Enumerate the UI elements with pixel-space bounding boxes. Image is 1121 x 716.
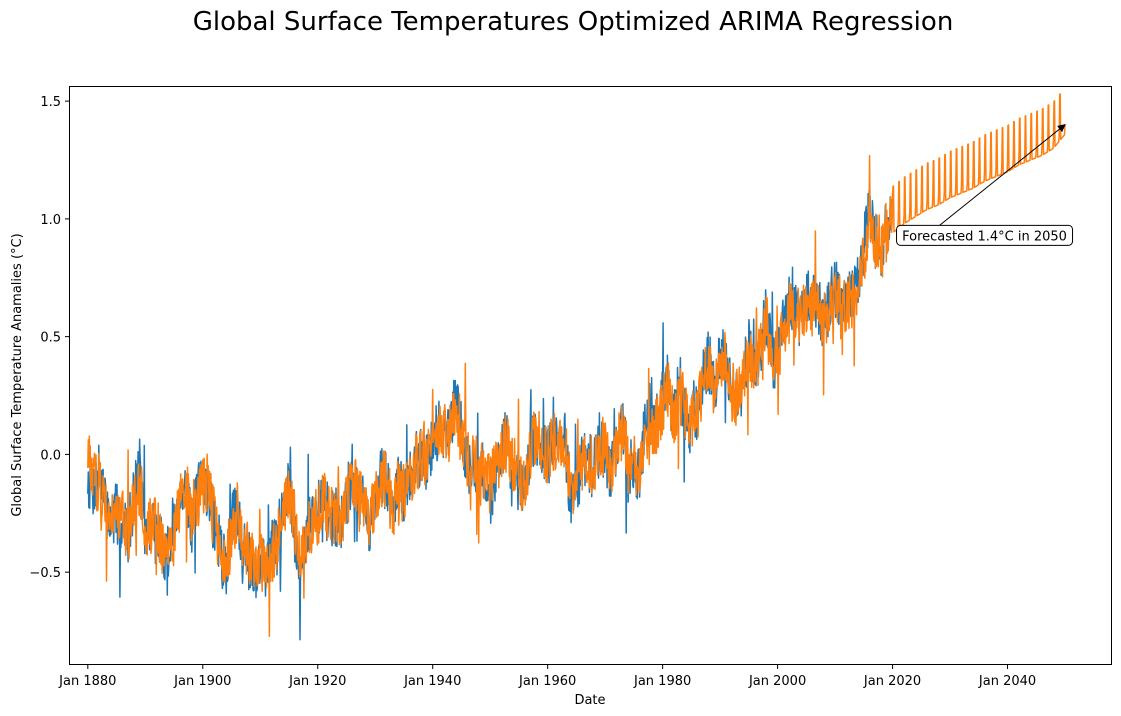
x-tick-label: Jan 2000: [748, 674, 806, 689]
x-axis-label: Date: [574, 693, 605, 708]
y-tick-label: 0.0: [40, 448, 61, 463]
series-layer: [87, 93, 1066, 641]
series-line-2: [87, 93, 1066, 638]
y-tick-label: −0.5: [29, 566, 61, 581]
x-tick-label: Jan 1880: [58, 674, 116, 689]
series-line-1: [87, 189, 894, 641]
x-tick-label: Jan 2040: [978, 674, 1036, 689]
y-tick-label: 0.5: [40, 331, 61, 346]
annotation-box: [896, 224, 1074, 246]
x-tick-label: Jan 1980: [633, 674, 691, 689]
x-tick-label: Jan 1900: [173, 674, 231, 689]
chart-title: Global Surface Temperatures Optimized AR…: [192, 7, 954, 37]
x-axis-ticks: Jan 1880 Jan 1900 Jan 1920 Jan 1940 Jan 1960…: [58, 664, 1036, 689]
x-tick-label: Jan 2020: [863, 674, 921, 689]
y-axis-ticks: −0.5 0.0 0.5 1.0 1.5: [29, 95, 70, 581]
forecast-annotation: Forecasted 1.4°C in 2050: [896, 124, 1074, 246]
y-tick-label: 1.5: [40, 95, 61, 110]
plot-frame: [69, 86, 1112, 665]
annotation-arrow: [939, 124, 1066, 226]
x-tick-label: Jan 1920: [288, 674, 346, 689]
annotation-text: Forecasted 1.4°C in 2050: [902, 229, 1067, 244]
x-tick-label: Jan 1960: [518, 674, 576, 689]
x-tick-label: Jan 1940: [403, 674, 461, 689]
y-tick-label: 1.0: [40, 213, 61, 228]
y-axis-label: Global Surface Temperature Anamalies (°C…: [10, 233, 25, 516]
